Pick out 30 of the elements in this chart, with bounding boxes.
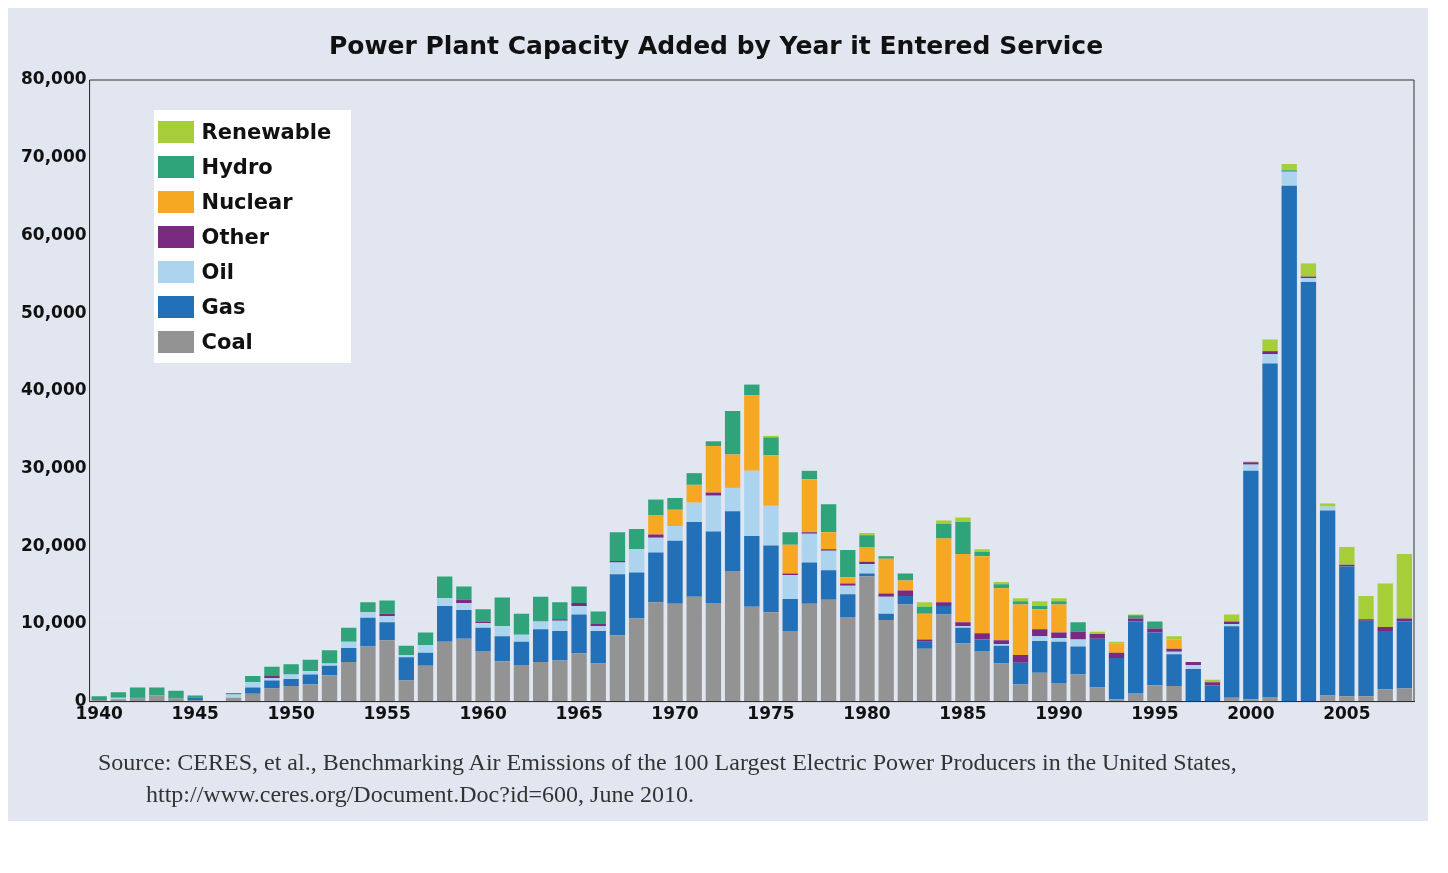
x-tick-label: 1985: [939, 703, 987, 724]
y-tick-label: 60,000: [20, 223, 87, 244]
source-note: Source: CERES, et al., Benchmarking Air Emissions of the 100 Largest Electric Power Producers in the United States, http://www.ceres.org/Document.Doc?id=600, June 2010.: [98, 748, 1238, 810]
y-tick-label: 30,000: [20, 456, 87, 477]
legend-label: Hydro: [201, 154, 273, 179]
legend-label: Nuclear: [201, 189, 293, 214]
x-tick-label: 1955: [363, 703, 411, 724]
legend-label: Other: [201, 224, 270, 249]
y-tick-label: 20,000: [20, 534, 87, 555]
x-tick-label: 1950: [267, 703, 315, 724]
legend-label: Renewable: [201, 119, 332, 144]
y-tick-label: 80,000: [20, 68, 87, 89]
y-tick-label: 70,000: [20, 146, 87, 167]
x-tick-label: 1945: [171, 703, 219, 724]
x-tick-label: 1975: [747, 703, 795, 724]
x-tick-label: 1990: [1035, 703, 1083, 724]
y-tick-label: 10,000: [20, 612, 87, 633]
legend-label: Gas: [201, 294, 246, 319]
x-tick-label: 1980: [843, 703, 891, 724]
x-tick-label: 1970: [651, 703, 699, 724]
x-tick-label: 2000: [1227, 703, 1275, 724]
x-tick-label: 1995: [1131, 703, 1179, 724]
y-tick-label: 40,000: [20, 379, 87, 400]
legend-label: Coal: [201, 329, 253, 354]
x-tick-label: 2005: [1323, 703, 1371, 724]
y-tick-label: 50,000: [20, 301, 87, 322]
chart-title: Power Plant Capacity Added by Year it Entered Service: [328, 30, 1104, 60]
x-tick-label: 1960: [459, 703, 507, 724]
legend-label: Oil: [201, 259, 234, 284]
x-tick-label: 1965: [555, 703, 603, 724]
